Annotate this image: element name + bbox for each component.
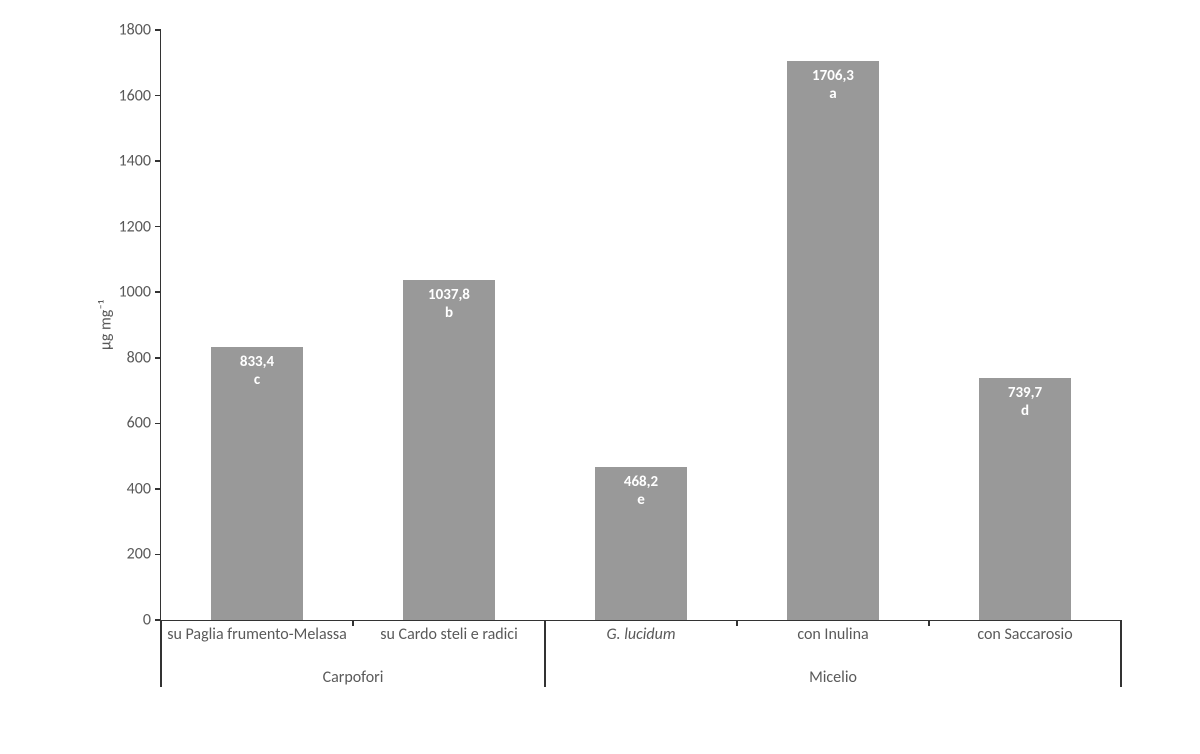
y-tick-mark (155, 29, 161, 31)
bar-value-label: 468,2e (595, 473, 687, 509)
bar: 1706,3a (787, 61, 879, 620)
bar-value-label: 1037,8b (403, 286, 495, 322)
bar-value-label: 739,7d (979, 384, 1071, 420)
bar-value-text: 739,7 (1008, 384, 1042, 402)
bar-stat-letter: d (979, 402, 1071, 420)
group-label: Carpofori (161, 668, 545, 687)
y-tick-mark (155, 488, 161, 490)
bar: 739,7d (979, 378, 1071, 620)
y-tick-label: 1000 (119, 283, 151, 302)
y-tick-label: 1600 (119, 86, 151, 105)
y-tick-mark (155, 357, 161, 359)
chart-stage: µg mg⁻¹ 0 200 400 600 800 1000 1200 1400 1600 180… (0, 0, 1200, 754)
bar-value-text: 1037,8 (428, 286, 470, 304)
category-label: su Paglia frumento-Melassa (161, 626, 353, 644)
bar: 468,2e (595, 467, 687, 620)
bar: 833,4c (211, 347, 303, 620)
group-label: Micelio (545, 668, 1121, 687)
group-divider (1120, 621, 1122, 687)
y-tick-mark (155, 160, 161, 162)
bar-value-text: 833,4 (240, 353, 274, 371)
bar-stat-letter: a (787, 85, 879, 103)
y-tick-mark (155, 423, 161, 425)
y-tick-label: 1200 (119, 217, 151, 236)
y-tick-mark (155, 226, 161, 228)
y-tick-mark (155, 554, 161, 556)
y-tick-label: 1800 (119, 21, 151, 40)
bar: 1037,8b (403, 280, 495, 620)
y-tick-label: 0 (143, 611, 151, 630)
y-tick-label: 200 (127, 545, 151, 564)
y-tick-mark (155, 291, 161, 293)
category-label: su Cardo steli e radici (353, 626, 545, 644)
category-label: con Saccarosio (929, 626, 1121, 644)
y-tick-label: 1400 (119, 152, 151, 171)
y-tick-label: 600 (127, 414, 151, 433)
bar-value-label: 1706,3a (787, 67, 879, 103)
category-label: G. lucidum (545, 626, 737, 644)
bar-value-text: 1706,3 (812, 67, 854, 85)
chart-wrap: µg mg⁻¹ 02004006008001000120014001600180… (100, 30, 1140, 730)
y-tick-label: 400 (127, 479, 151, 498)
bar-stat-letter: b (403, 304, 495, 322)
bar-value-label: 833,4c (211, 353, 303, 389)
bar-value-text: 468,2 (624, 473, 658, 491)
category-label: con Inulina (737, 626, 929, 644)
plot-area: µg mg⁻¹ 02004006008001000120014001600180… (160, 30, 1121, 621)
y-tick-label: 800 (127, 348, 151, 367)
bar-stat-letter: e (595, 491, 687, 509)
y-axis-label: µg mg⁻¹ (97, 300, 116, 350)
y-tick-mark (155, 95, 161, 97)
bar-stat-letter: c (211, 371, 303, 389)
